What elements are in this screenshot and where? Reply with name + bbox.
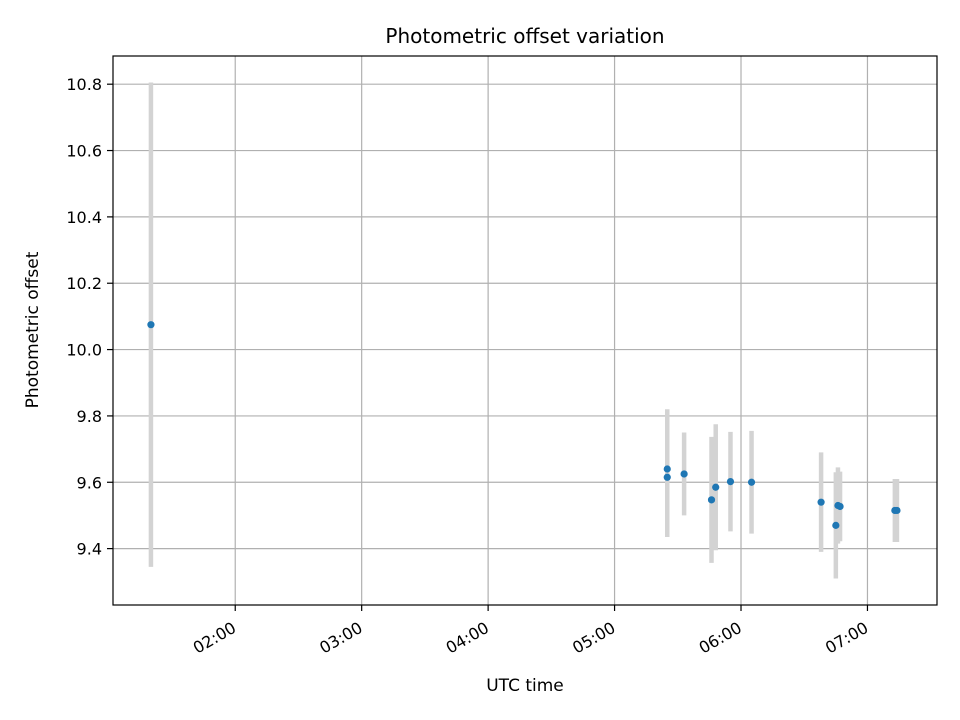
y-tick-label: 9.4: [77, 540, 102, 559]
y-tick-label: 10.4: [66, 208, 102, 227]
data-point: [680, 470, 688, 478]
data-point: [147, 321, 155, 329]
data-point: [707, 496, 716, 504]
grid: [113, 56, 937, 605]
data-point: [663, 465, 671, 473]
data-point: [726, 477, 735, 486]
y-tick-label: 10.6: [66, 142, 102, 161]
data-point: [893, 506, 901, 515]
y-tick-label: 10.8: [66, 75, 102, 94]
data-point: [712, 483, 720, 491]
y-tick-label: 9.6: [77, 473, 102, 492]
data-point: [817, 498, 825, 506]
y-tick-label: 9.8: [77, 407, 102, 426]
chart-title: Photometric offset variation: [385, 24, 664, 48]
plot-frame: [112, 55, 938, 606]
data-point: [832, 521, 840, 529]
y-tick-label: 10.2: [66, 274, 102, 293]
data-point: [836, 502, 844, 511]
data-point: [747, 478, 756, 486]
data-point: [663, 473, 671, 481]
x-axis-label: UTC time: [486, 676, 564, 696]
y-axis-label: Photometric offset: [23, 251, 43, 408]
y-axis-ticks: 9.4 9.6 9.8 10.0 10.2 10.4 10.6 10.8: [66, 75, 113, 559]
data-points: [147, 321, 901, 529]
y-tick-label: 10.0: [66, 341, 102, 360]
